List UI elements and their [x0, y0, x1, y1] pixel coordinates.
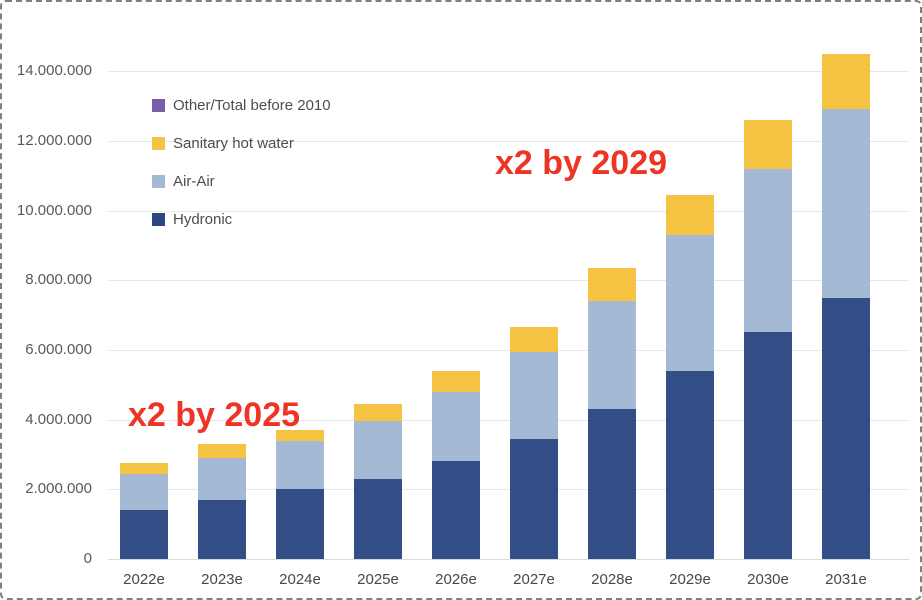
legend-item-sanitary-hot-water: Sanitary hot water [152, 135, 294, 152]
y-tick-label: 8.000.000 [25, 271, 92, 288]
bar-segment-sanitary-hot-water-2022e [120, 463, 168, 474]
annotation-text: x2 by 2025 [128, 396, 301, 434]
legend-item-air-air: Air-Air [152, 173, 215, 190]
x-tick-label: 2022e [123, 571, 165, 588]
bar-segment-hydronic-2030e [744, 332, 792, 559]
y-tick-label: 6.000.000 [25, 341, 92, 358]
legend-swatch-icon [152, 137, 165, 150]
x-tick-label: 2031e [825, 571, 867, 588]
bar-segment-sanitary-hot-water-2029e [666, 194, 714, 235]
y-tick-label: 10.000.000 [16, 202, 92, 219]
legend-label: Hydronic [173, 211, 233, 228]
x-tick-label: 2027e [513, 571, 555, 588]
gridline [108, 350, 909, 351]
bar-segment-sanitary-hot-water-2025e [354, 403, 402, 422]
x-tick-label: 2026e [435, 571, 477, 588]
bar-segment-hydronic-2023e [198, 499, 246, 559]
x-tick-label: 2030e [747, 571, 789, 588]
bar-segment-air-air-2023e [198, 457, 246, 500]
bar-segment-air-air-2031e [822, 109, 870, 298]
bar-segment-hydronic-2027e [510, 438, 558, 559]
x-tick-label: 2024e [279, 571, 321, 588]
gridline [108, 71, 909, 72]
y-tick-label: 14.000.000 [16, 62, 92, 79]
bar-segment-hydronic-2024e [276, 489, 324, 559]
legend-label: Sanitary hot water [173, 135, 294, 152]
gridline [108, 280, 909, 281]
bar-segment-sanitary-hot-water-2028e [588, 268, 636, 302]
gridline [108, 211, 909, 212]
x-axis-baseline [108, 559, 909, 560]
legend-swatch-icon [152, 99, 165, 112]
bar-segment-hydronic-2026e [432, 461, 480, 559]
y-tick-label: 4.000.000 [25, 411, 92, 428]
legend-swatch-icon [152, 213, 165, 226]
annotation-text: x2 by 2029 [495, 144, 668, 182]
bar-segment-air-air-2030e [744, 168, 792, 333]
bar-segment-hydronic-2031e [822, 297, 870, 559]
bar-segment-sanitary-hot-water-2027e [510, 327, 558, 352]
bar-segment-sanitary-hot-water-2024e [276, 430, 324, 441]
x-tick-label: 2029e [669, 571, 711, 588]
legend-item-hydronic: Hydronic [152, 211, 232, 228]
bar-segment-air-air-2024e [276, 440, 324, 490]
y-tick-label: 2.000.000 [25, 480, 92, 497]
bar-segment-air-air-2022e [120, 473, 168, 511]
gridline [108, 141, 909, 142]
x-tick-label: 2025e [357, 571, 399, 588]
bar-segment-sanitary-hot-water-2030e [744, 119, 792, 169]
x-tick-label: 2028e [591, 571, 633, 588]
bar-segment-air-air-2026e [432, 391, 480, 462]
bar-segment-sanitary-hot-water-2023e [198, 443, 246, 458]
bar-segment-hydronic-2022e [120, 510, 168, 559]
bar-segment-hydronic-2029e [666, 370, 714, 559]
y-tick-label: 0 [83, 550, 92, 567]
x-tick-label: 2023e [201, 571, 243, 588]
bar-segment-hydronic-2025e [354, 478, 402, 559]
bar-segment-sanitary-hot-water-2026e [432, 370, 480, 392]
legend-label: Other/Total before 2010 [173, 97, 331, 114]
bar-segment-sanitary-hot-water-2031e [822, 53, 870, 110]
bar-segment-air-air-2027e [510, 351, 558, 439]
gridline [108, 420, 909, 421]
bar-segment-air-air-2029e [666, 234, 714, 371]
bar-segment-air-air-2028e [588, 301, 636, 410]
bar-segment-air-air-2025e [354, 421, 402, 479]
legend-swatch-icon [152, 175, 165, 188]
legend-item-other-total-before-2010: Other/Total before 2010 [152, 97, 331, 114]
y-tick-label: 12.000.000 [16, 132, 92, 149]
legend-label: Air-Air [173, 173, 215, 190]
bar-segment-hydronic-2028e [588, 409, 636, 559]
gridline [108, 489, 909, 490]
